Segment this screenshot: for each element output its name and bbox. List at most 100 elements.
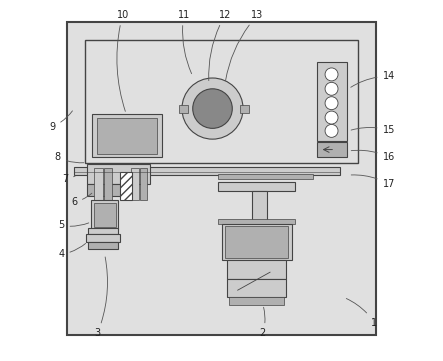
- Point: [195, 132, 202, 138]
- Point: [343, 186, 350, 192]
- Point: [149, 144, 156, 150]
- Point: [357, 147, 364, 152]
- Bar: [222, 224, 291, 260]
- Point: [338, 67, 346, 73]
- Point: [249, 146, 256, 152]
- Point: [126, 246, 133, 252]
- Point: [282, 95, 289, 101]
- Bar: [317, 142, 347, 157]
- Point: [130, 155, 137, 161]
- Point: [327, 236, 334, 242]
- Point: [229, 146, 236, 152]
- Point: [282, 91, 289, 96]
- Point: [86, 95, 93, 101]
- Point: [100, 248, 107, 254]
- Point: [207, 201, 214, 207]
- Point: [269, 254, 276, 260]
- Point: [307, 93, 314, 99]
- Point: [152, 229, 159, 235]
- Point: [279, 308, 286, 314]
- Point: [337, 206, 344, 212]
- Point: [319, 309, 326, 314]
- Point: [277, 315, 284, 321]
- Point: [340, 276, 347, 282]
- Point: [193, 197, 200, 203]
- Bar: [218, 219, 295, 224]
- Point: [233, 115, 240, 121]
- Point: [79, 255, 86, 261]
- Bar: [85, 40, 358, 162]
- Point: [180, 172, 187, 178]
- Point: [347, 103, 354, 109]
- Point: [179, 155, 186, 160]
- Point: [282, 312, 289, 318]
- Point: [319, 285, 326, 291]
- Point: [70, 98, 77, 104]
- Point: [185, 195, 192, 200]
- Point: [300, 62, 307, 68]
- Bar: [94, 203, 116, 227]
- Point: [144, 239, 152, 244]
- Point: [342, 139, 349, 144]
- Point: [209, 311, 216, 317]
- Point: [289, 69, 296, 75]
- Point: [169, 223, 176, 229]
- Point: [101, 153, 108, 159]
- Point: [149, 162, 156, 168]
- Point: [190, 296, 197, 302]
- Point: [365, 132, 372, 138]
- Point: [214, 48, 221, 53]
- Point: [214, 324, 221, 330]
- Point: [327, 116, 334, 121]
- Point: [166, 293, 173, 299]
- Text: 1: 1: [346, 299, 377, 327]
- Point: [127, 88, 134, 94]
- Point: [330, 83, 337, 89]
- Point: [203, 82, 210, 88]
- Point: [351, 315, 358, 321]
- Point: [229, 123, 236, 129]
- Point: [95, 123, 102, 129]
- Point: [225, 195, 233, 201]
- Point: [359, 163, 366, 169]
- Point: [69, 49, 76, 55]
- Point: [309, 279, 316, 284]
- Point: [206, 66, 213, 71]
- Point: [231, 58, 238, 64]
- Point: [294, 257, 301, 263]
- Point: [81, 162, 88, 168]
- Point: [301, 97, 308, 103]
- Point: [105, 174, 112, 180]
- Point: [320, 102, 327, 108]
- Point: [211, 314, 218, 319]
- Point: [361, 148, 369, 154]
- Bar: [252, 191, 267, 220]
- Point: [79, 208, 86, 214]
- Point: [344, 255, 351, 261]
- Point: [187, 147, 194, 153]
- Point: [250, 69, 257, 75]
- Point: [208, 200, 215, 205]
- Point: [348, 227, 355, 233]
- Text: 6: 6: [71, 193, 92, 207]
- Point: [347, 325, 354, 330]
- Point: [261, 242, 268, 248]
- Text: 2: 2: [260, 307, 266, 338]
- Point: [102, 35, 109, 41]
- Point: [262, 96, 269, 102]
- Point: [333, 59, 340, 65]
- Point: [74, 120, 82, 126]
- Point: [103, 58, 110, 64]
- Point: [159, 71, 166, 77]
- Point: [208, 78, 215, 84]
- Point: [319, 160, 326, 166]
- Point: [117, 209, 124, 215]
- Bar: [87, 184, 133, 196]
- Point: [320, 203, 327, 208]
- Point: [152, 290, 159, 296]
- Point: [166, 31, 173, 36]
- Point: [160, 227, 167, 233]
- Point: [281, 305, 288, 311]
- Point: [284, 49, 291, 55]
- Point: [218, 222, 225, 227]
